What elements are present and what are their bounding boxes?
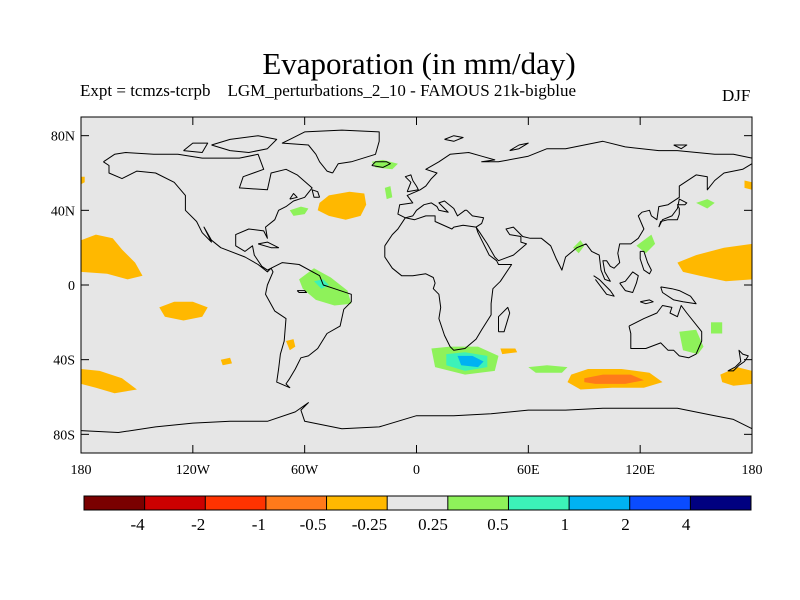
coastline-1 [265,262,352,389]
coastline-12 [619,271,639,293]
coastline-16 [257,241,280,249]
coastline-17 [211,135,278,153]
colorbar-swatch [144,496,206,510]
coastline-7 [498,306,511,333]
contour-region-n-atlantic-decrease-outer [317,191,367,220]
colorbar-swatch [326,496,388,510]
colorbar-label: 0.5 [487,515,508,534]
colorbar-label: -2 [191,515,205,534]
lon-tick-label: 180 [71,463,92,478]
colorbar-swatch [508,496,570,510]
coastline-18 [183,142,209,153]
axis-ticks: 80N 40N 0 40S 80S 180 120W 60W 0 60E 120E 180 [51,117,763,478]
contour-region-ne-pacific-decrease [81,234,143,280]
colorbar-swatch [265,496,327,510]
colorbar-label: -0.25 [352,515,387,534]
lon-tick-label: 120E [625,463,655,478]
lat-tick-label: 40S [53,354,75,369]
colorbar-swatch [690,496,752,510]
coastline-8 [593,275,615,297]
lat-tick-label: 80N [51,130,75,145]
colorbar-label: 2 [621,515,630,534]
contour-region-w-pacific-decrease [677,243,752,282]
colorbar-label: 1 [561,515,570,534]
contour-fills [81,159,752,394]
contour-region-n-atlantic-increase-e [384,186,393,200]
coastline-3 [397,140,753,282]
colorbar-label: -0.5 [300,515,327,534]
coastline-21 [673,144,688,150]
contour-region-se-pacific-small-decrease [220,357,232,366]
contour-region-sw-pacific-decrease-e [720,367,752,386]
contour-region-agulhas-increase-core [457,355,484,368]
lat-tick-label: 80S [53,428,75,443]
contour-region-sw-pacific-decrease [81,369,137,394]
coastline-10 [404,174,419,193]
season-label: DJF [722,86,751,105]
colorbar-swatch [629,496,691,510]
contour-region-s-indian-decrease-core [584,374,644,384]
colorbar-label: -1 [252,515,266,534]
colorbar-label: 0.25 [418,515,448,534]
coastline-19 [444,135,464,142]
contour-region-s-atlantic-increase [528,365,568,373]
contour-region-s-american-coast-decrease [286,339,296,351]
contour-region-dateline-e-edge-decrease [81,176,85,185]
coastline-23 [296,290,307,293]
coastlines [80,129,753,433]
contour-region-nw-pacific-increase [696,199,715,209]
experiment-subtitle: Expt = tcmzs-tcrpb LGM_perturbations_2_1… [80,81,577,100]
colorbar-swatch [387,496,449,510]
map-background [81,117,752,453]
contour-region-tropical-atlantic-increase [299,268,352,306]
colorbar: -4 -2 -1 -0.5 -0.25 0.25 0.5 1 2 4 [83,495,752,534]
coastline-20 [509,142,529,152]
coastline-22 [640,299,654,305]
colorbar-label: -4 [130,515,145,534]
coastline-5 [628,305,703,359]
coastline-6 [80,402,753,433]
coastline-25 [311,189,321,198]
coastline-4 [384,215,513,351]
coastline-0 [103,152,313,273]
contour-region-n-atlantic-increase [289,206,309,216]
coastline-11 [371,161,391,168]
lon-tick-label: 180 [742,463,763,478]
coastline-13 [660,286,697,305]
contour-region-dateline-w-edge-decrease [744,180,752,190]
contour-region-indian-ocean-increase [636,234,656,254]
lat-tick-label: 40N [51,204,75,219]
lon-tick-label: 60E [517,463,540,478]
contour-region-s-atlantic-mid-decrease [500,348,518,355]
contour-region-s-pacific-decrease [159,301,208,321]
contour-region-tasman-increase [711,322,723,334]
coastline-24 [289,193,298,200]
coastline-9 [658,198,688,228]
plot-title: Evaporation (in mm/day) [262,46,576,81]
lon-tick-label: 0 [413,463,420,478]
coastline-2 [281,129,380,174]
lon-tick-label: 60W [291,463,319,478]
coastline-15 [639,250,652,275]
colorbar-swatch [205,496,267,510]
colorbar-swatch [569,496,631,510]
lon-tick-label: 120W [176,463,211,478]
contour-region-tropical-atlantic-increase-core [314,279,329,289]
colorbar-frame [83,495,752,511]
colorbar-label: 4 [682,515,691,534]
lat-tick-label: 0 [68,279,75,294]
colorbar-swatch [84,496,145,510]
contour-region-e-australia-increase [679,329,704,355]
colorbar-swatch [447,496,509,510]
coastline-14 [727,349,749,372]
